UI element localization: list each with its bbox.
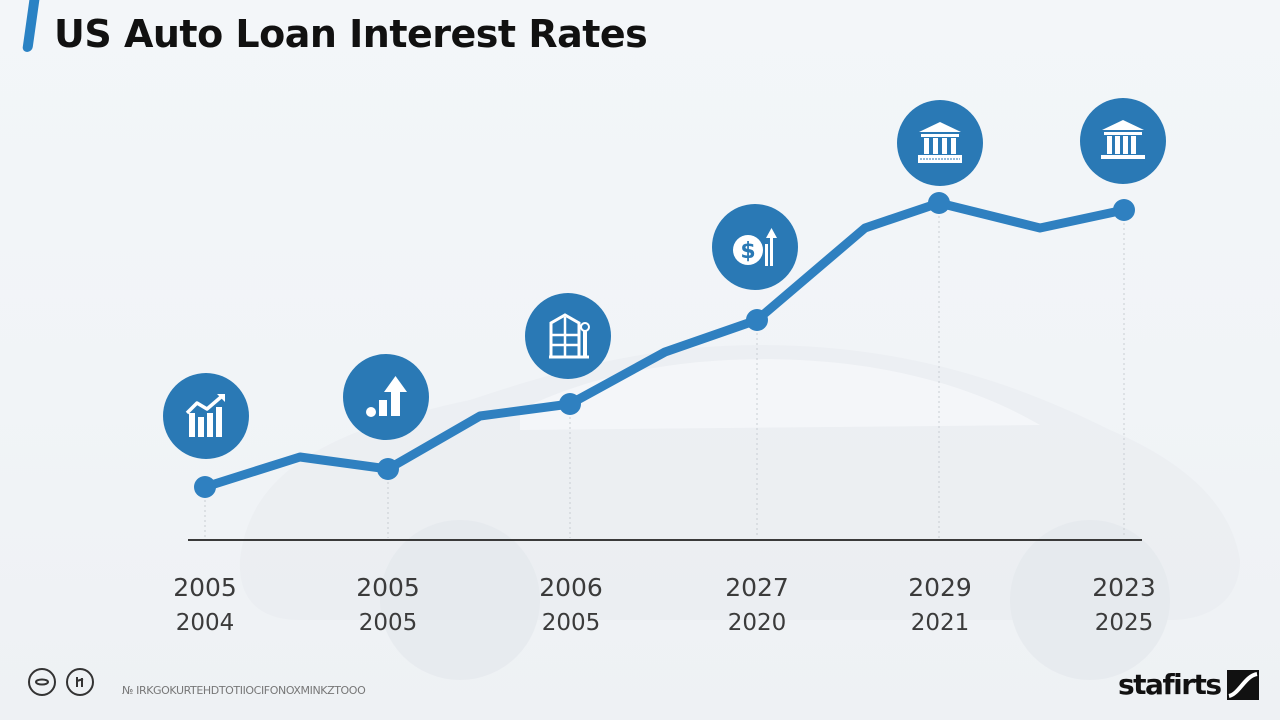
data-point[interactable]: [194, 476, 216, 498]
x-tick-label-3: 2027 2020: [697, 573, 817, 636]
x-label-line2: 2020: [727, 610, 787, 636]
dollar-growth-icon: $: [733, 228, 777, 266]
brand-name: stafirts: [1118, 668, 1222, 701]
data-point[interactable]: [1113, 199, 1135, 221]
x-label-line2: 2005: [358, 610, 418, 636]
x-tick-label-0: 2005 2004: [145, 573, 265, 636]
x-label-line1: 2005: [173, 573, 237, 602]
x-tick-label-4: 2029 2021: [880, 573, 1000, 636]
rate-line: [200, 198, 1129, 492]
x-label-line2: 2005: [541, 610, 601, 636]
x-tick-label-1: 2005 2005: [328, 573, 448, 636]
badge-bar-up-arrow: [343, 354, 429, 440]
x-label-line1: 2006: [539, 573, 603, 602]
data-point[interactable]: [377, 458, 399, 480]
brand-logo[interactable]: stafirts: [1118, 668, 1259, 701]
license-icons: [28, 668, 94, 696]
bank-icon: [1101, 120, 1145, 159]
building-icon: [549, 313, 590, 359]
badge-dollar-growth: $: [712, 204, 798, 290]
badge-bar-chart-trend: [163, 373, 249, 459]
x-label-line1: 2005: [356, 573, 420, 602]
page-title: US Auto Loan Interest Rates: [54, 12, 648, 56]
cc-icon[interactable]: [28, 668, 56, 696]
x-tick-label-2: 2006 2005: [511, 573, 631, 636]
bar-up-arrow-icon: [366, 376, 407, 417]
x-label-line2: 2021: [910, 610, 970, 636]
data-point[interactable]: [928, 192, 950, 214]
vertical-guides: [204, 211, 1125, 538]
badge-bank-1: [897, 100, 983, 186]
badge-bank-2: [1080, 98, 1166, 184]
bank-icon: [918, 122, 962, 163]
x-label-line2: 2025: [1094, 610, 1154, 636]
x-label-line2: 2004: [175, 610, 235, 636]
bar-chart-trend-icon: [185, 394, 225, 437]
svg-text:$: $: [740, 239, 755, 264]
badge-building: [525, 293, 611, 379]
source-note: № IRKGOKURTEHDTOTIIOCIFONOXMINKZTOOO: [122, 684, 366, 697]
x-label-line1: 2027: [725, 573, 789, 602]
data-point[interactable]: [559, 393, 581, 415]
x-label-line1: 2023: [1092, 573, 1156, 602]
attribution-icon[interactable]: [66, 668, 94, 696]
brand-mark-icon: [1226, 669, 1259, 700]
data-point[interactable]: [746, 309, 768, 331]
x-tick-label-5: 2023 2025: [1064, 573, 1184, 636]
data-markers: [194, 192, 1135, 498]
x-label-line1: 2029: [908, 573, 972, 602]
